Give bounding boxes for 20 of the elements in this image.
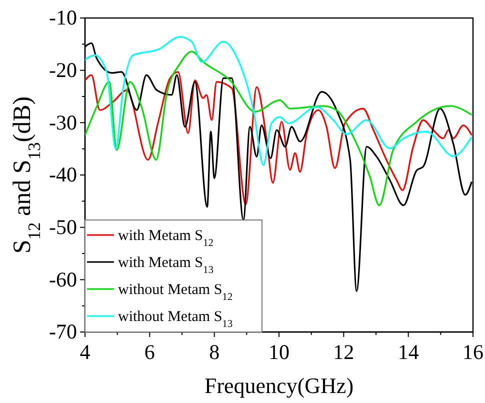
legend-label: without Metam S$_{12}$ [118,282,233,302]
x-tick-label: 4 [80,340,91,364]
x-tick-label: 12 [333,340,354,364]
x-tick-label: 16 [462,340,484,364]
x-tick-label: 6 [144,340,155,364]
y-tick-label: -30 [49,110,77,134]
y-tick-label: -70 [49,320,77,344]
y-tick-label: -20 [49,58,77,82]
y-tick-label: -40 [49,162,77,187]
legend-label: without Metam S$_{13}$ [118,309,233,330]
y-tick-label: -50 [49,215,77,240]
y-tick-label: -10 [49,6,77,30]
x-tick-label: 8 [209,340,220,364]
x-tick-label: 10 [268,340,290,364]
x-tick-label: 14 [398,340,420,364]
x-axis-title: Frequency(GHz) [204,373,354,398]
legend-label: with Metam S$_{13}$ [118,255,214,276]
legend-label: with Metam S$_{12}$ [118,228,214,248]
y-tick-label: -60 [49,267,77,292]
line-series [85,36,473,166]
